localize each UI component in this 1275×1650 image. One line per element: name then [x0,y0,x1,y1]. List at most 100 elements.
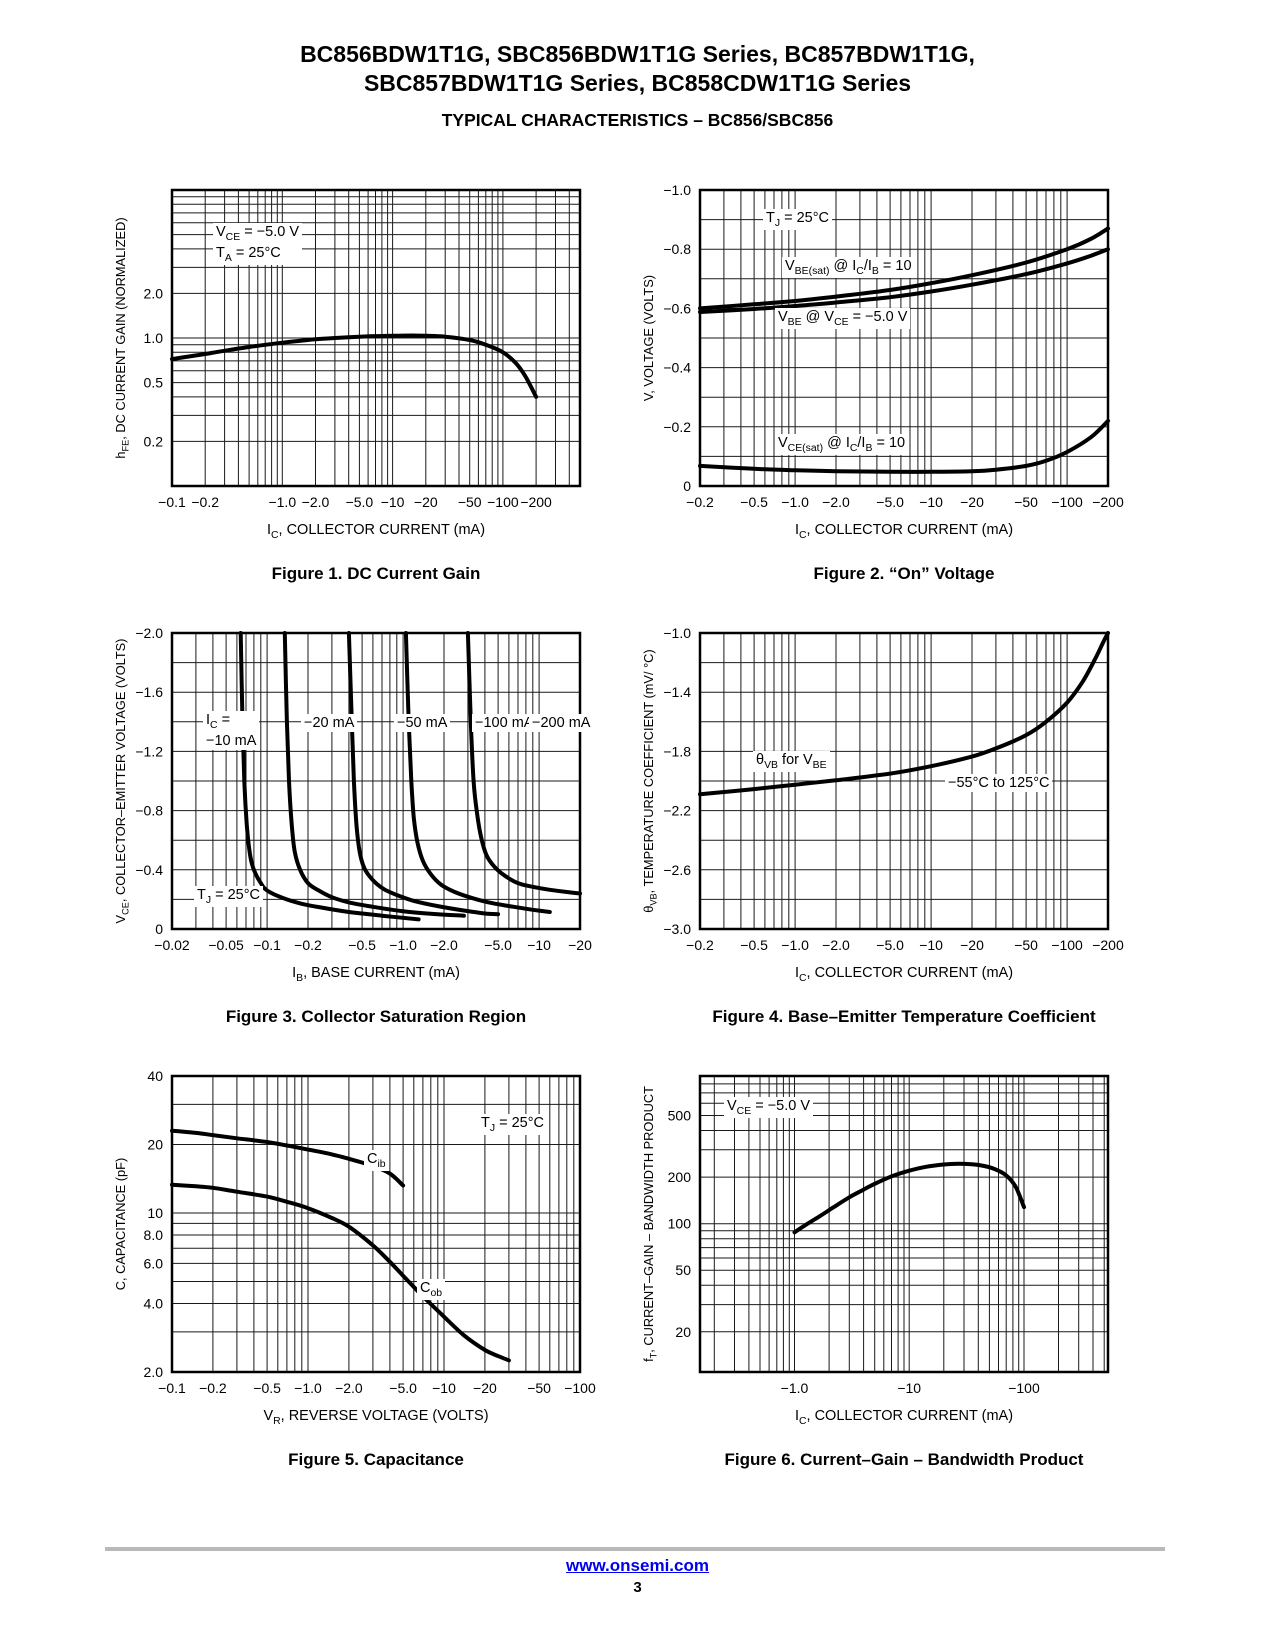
svg-text:20: 20 [147,1137,163,1153]
title-line-2: SBC857BDW1T1G Series, BC858CDW1T1G Serie… [363,70,912,96]
svg-text:−2.6: −2.6 [663,862,691,878]
svg-text:−2.2: −2.2 [663,803,691,819]
svg-text:50: 50 [675,1262,691,1278]
page-header: BC856BDW1T1G, SBC856BDW1T1G Series, BC85… [0,40,1275,131]
gridlines [700,1076,1108,1372]
svg-text:−1.0: −1.0 [663,625,691,641]
figure-5-caption: Figure 5. Capacitance [288,1450,464,1469]
svg-text:2.0: 2.0 [144,285,164,301]
figure-4-chart: −0.2 −0.5 −1.0 −2.0 −5.0 −10 −20 −50 −100 −200 −1.… [628,625,1143,993]
svg-text:−0.02: −0.02 [154,937,190,953]
annotation: VBE(sat) @ IC/IB = 10 [782,257,915,278]
svg-text:−200: −200 [1092,494,1124,510]
axis-ticks: −0.1 −0.2 −0.5 −1.0 −2.0 −5.0 −10 −20 −50 −100 2.0… [144,1068,596,1396]
axis-ticks: −0.02 −0.05 −0.1 −0.2 −0.5 −1.0 −2.0 −5.0 −10 −20… [135,625,592,953]
annotation: −55°C to 125°C [945,774,1053,793]
axis-ticks: −0.2 −0.5 −1.0 −2.0 −5.0 −10 −20 −50 −100 −2000−0… [663,182,1124,510]
svg-text:−20: −20 [960,937,984,953]
svg-text:−0.2: −0.2 [294,937,322,953]
svg-text:0.2: 0.2 [144,433,164,449]
figure-4-caption: Figure 4. Base–Emitter Temperature Coeff… [712,1007,1096,1026]
svg-text:−5.0: −5.0 [876,937,904,953]
svg-text:−2.0: −2.0 [822,937,850,953]
annotation: VBE @ VCE = −5.0 V [775,308,911,329]
svg-text:−0.2: −0.2 [191,494,219,510]
svg-text:−10: −10 [919,494,943,510]
chart-canvas: −1.0 −10 −100 20 50 100 200 500 [668,1074,1110,1396]
chart-canvas: −0.1 −0.2 −1.0 −2.0 −5.0 −10 −20 −50 −100 −200 0.2… [144,188,582,510]
svg-text:−20: −20 [414,494,438,510]
curve [698,247,1110,314]
figure-1-dc-current-gain: −0.1 −0.2 −1.0 −2.0 −5.0 −10 −20 −50 −100 −200 0.2… [100,182,615,585]
plot-border [170,188,582,488]
curve [170,1182,511,1363]
svg-text:0: 0 [683,478,691,494]
svg-text:−0.2: −0.2 [686,937,714,953]
svg-text:−1.0: −1.0 [781,1380,809,1396]
svg-text:−50: −50 [1014,937,1038,953]
svg-text:−0.2: −0.2 [199,1380,227,1396]
page-number: 3 [633,1579,642,1596]
annotation: −50 mA [394,714,451,733]
svg-text:100: 100 [668,1216,692,1232]
svg-text:−50: −50 [458,494,482,510]
svg-text:−5.0: −5.0 [484,937,512,953]
figure-1-caption: Figure 1. DC Current Gain [271,564,481,583]
svg-text:−0.4: −0.4 [663,360,691,376]
y-axis-label: VCE, COLLECTOR–EMITTER VOLTAGE (VOLTS) [113,638,131,924]
svg-text:−1.0: −1.0 [663,182,691,198]
svg-text:−5.0: −5.0 [389,1380,417,1396]
svg-text:40: 40 [147,1068,163,1084]
svg-text:−0.2: −0.2 [663,419,691,435]
svg-text:−0.4: −0.4 [135,862,163,878]
svg-text:−1.0: −1.0 [389,937,417,953]
svg-text:−1.0: −1.0 [781,937,809,953]
svg-text:−1.0: −1.0 [268,494,296,510]
svg-text:−100: −100 [1051,937,1083,953]
plot-border [698,631,1110,931]
svg-text:−10: −10 [919,937,943,953]
svg-text:−0.05: −0.05 [208,937,244,953]
charts-grid: −0.1 −0.2 −1.0 −2.0 −5.0 −10 −20 −50 −100 −200 0.2… [100,182,1143,1471]
plot-border [698,1074,1110,1374]
svg-text:200: 200 [668,1169,692,1185]
svg-text:−1.6: −1.6 [135,684,163,700]
figure-3-chart: −0.02 −0.05 −0.1 −0.2 −0.5 −1.0 −2.0 −5.0 −10 −20… [100,625,615,993]
svg-text:−200: −200 [520,494,552,510]
annotation: VCE = −5.0 V [724,1097,814,1118]
axis-ticks: −0.1 −0.2 −1.0 −2.0 −5.0 −10 −20 −50 −100 −200 0.2… [144,285,553,510]
svg-text:−3.0: −3.0 [663,921,691,937]
svg-text:−100: −100 [487,494,519,510]
plot-border [698,188,1110,488]
svg-text:−0.8: −0.8 [663,241,691,257]
svg-text:1.0: 1.0 [144,330,164,346]
figure-2-on-voltage: −0.2 −0.5 −1.0 −2.0 −5.0 −10 −20 −50 −100 −200 0 −0… [628,182,1143,585]
svg-text:−0.5: −0.5 [348,937,376,953]
svg-text:−2.0: −2.0 [335,1380,363,1396]
annotation: θVB for VBE [753,751,830,772]
figure-6-gain-bandwidth: −1.0 −10 −100 20 50 100 200 500 VCE = −5.0 V IC, … [628,1068,1143,1471]
svg-text:−2.0: −2.0 [430,937,458,953]
figure-5-chart: −0.1 −0.2 −0.5 −1.0 −2.0 −5.0 −10 −20 −50 −100 2.0… [100,1068,615,1436]
svg-text:−10: −10 [381,494,405,510]
x-axis-label: IC, COLLECTOR CURRENT (mA) [794,1408,1014,1427]
annotation: TJ = 25°C [478,1114,548,1135]
svg-text:−100: −100 [564,1380,596,1396]
x-axis-label: IC, COLLECTOR CURRENT (mA) [266,522,486,541]
onsemi-link[interactable]: www.onsemi.com [566,1556,709,1575]
curve [170,333,539,399]
svg-text:−100: −100 [1008,1380,1040,1396]
y-axis-label: fT, CURRENT–GAIN – BANDWIDTH PRODUCT [641,1086,659,1362]
svg-text:−50: −50 [527,1380,551,1396]
svg-text:−10: −10 [897,1380,921,1396]
x-axis-label: IB, BASE CURRENT (mA) [292,965,460,984]
svg-text:−20: −20 [568,937,592,953]
figure-6-caption: Figure 6. Current–Gain – Bandwidth Produ… [724,1450,1084,1469]
curve [403,631,552,914]
chart-canvas: −0.1 −0.2 −0.5 −1.0 −2.0 −5.0 −10 −20 −50 −100 2.0… [144,1068,596,1396]
figure-3-collector-saturation: −0.02 −0.05 −0.1 −0.2 −0.5 −1.0 −2.0 −5.0 −10 −20… [100,625,615,1028]
svg-text:−0.5: −0.5 [740,494,768,510]
x-axis-label: IC, COLLECTOR CURRENT (mA) [794,522,1014,541]
svg-text:−10: −10 [527,937,551,953]
